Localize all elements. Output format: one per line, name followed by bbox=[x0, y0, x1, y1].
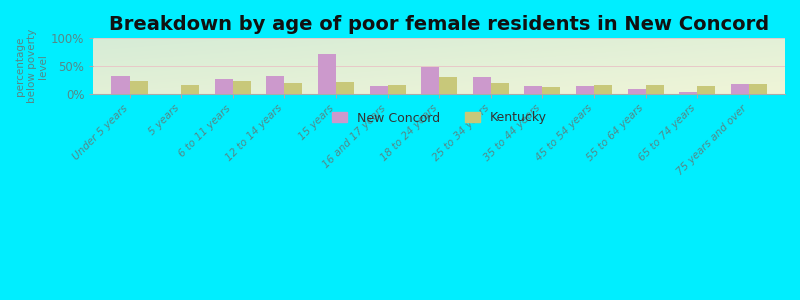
Bar bbox=[266, 76, 284, 94]
Bar bbox=[318, 54, 336, 94]
Bar bbox=[749, 84, 767, 94]
Legend: New Concord, Kentucky: New Concord, Kentucky bbox=[326, 106, 552, 130]
Title: Breakdown by age of poor female residents in New Concord: Breakdown by age of poor female resident… bbox=[109, 15, 770, 34]
Bar bbox=[439, 77, 458, 94]
Bar bbox=[214, 79, 233, 94]
Bar bbox=[370, 86, 387, 94]
Bar bbox=[731, 84, 749, 94]
Bar bbox=[387, 85, 406, 94]
Bar bbox=[679, 92, 698, 94]
Bar bbox=[336, 82, 354, 94]
Bar bbox=[542, 87, 561, 94]
Bar bbox=[491, 83, 509, 94]
Bar bbox=[284, 83, 302, 94]
Bar bbox=[646, 85, 664, 94]
Bar bbox=[627, 89, 646, 94]
Bar bbox=[233, 81, 251, 94]
Bar bbox=[698, 86, 715, 94]
Bar bbox=[473, 77, 491, 94]
Bar bbox=[421, 67, 439, 94]
Bar bbox=[130, 81, 147, 94]
Y-axis label: percentage
below poverty
level: percentage below poverty level bbox=[15, 29, 48, 103]
Bar bbox=[576, 86, 594, 94]
Bar bbox=[594, 85, 612, 94]
Bar bbox=[524, 86, 542, 94]
Bar bbox=[111, 76, 130, 94]
Bar bbox=[181, 85, 199, 94]
